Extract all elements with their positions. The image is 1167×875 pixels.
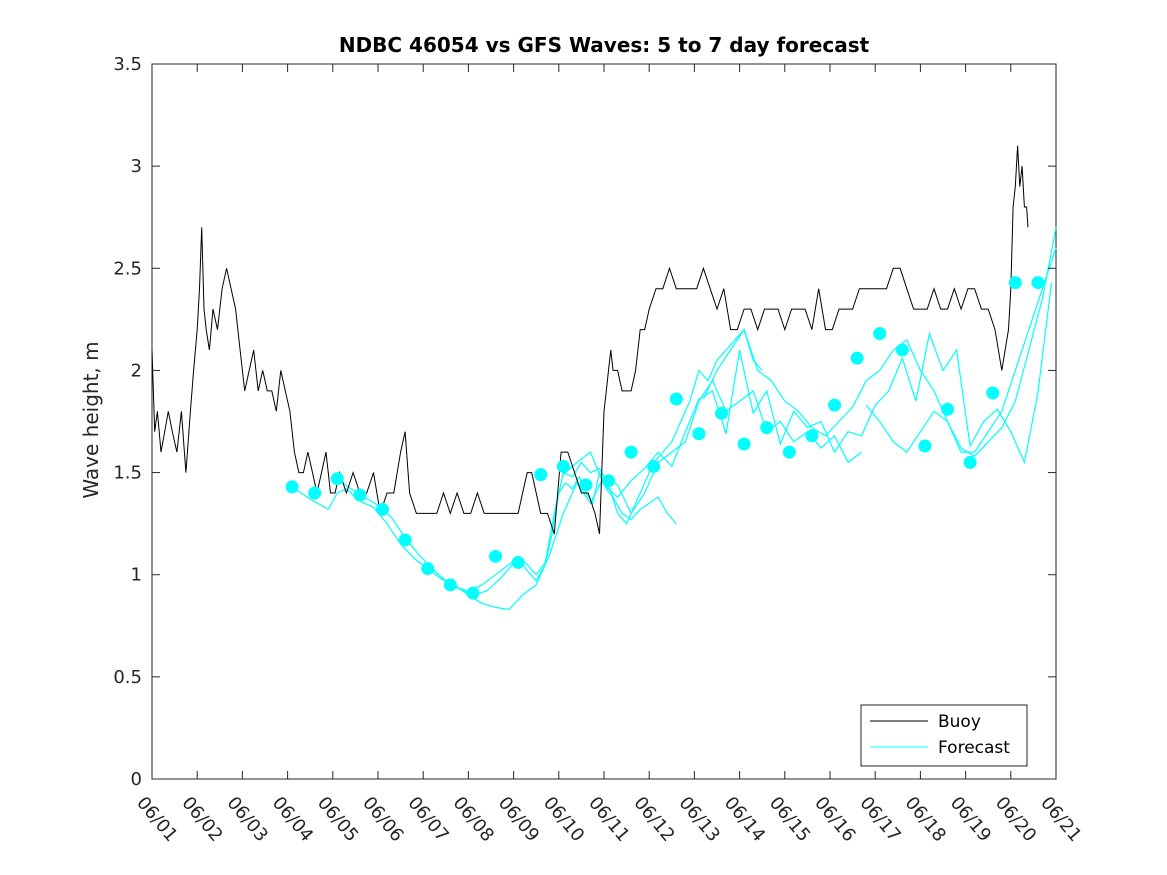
forecast-point <box>873 327 887 341</box>
forecast-point <box>398 533 412 547</box>
legend: Buoy Forecast <box>860 704 1028 767</box>
forecast-point <box>692 427 706 441</box>
forecast-point <box>647 459 661 473</box>
legend-box <box>860 704 1028 767</box>
forecast-line-1 <box>291 470 677 592</box>
buoy-line <box>151 145 1029 535</box>
forecast-point <box>1031 276 1045 290</box>
forecast-point <box>737 437 751 451</box>
forecast-line-6 <box>865 227 1057 457</box>
forecast-line-3 <box>427 379 862 611</box>
forecast-point <box>828 398 842 412</box>
legend-forecast-label: Forecast <box>938 738 1010 758</box>
forecast-point <box>918 439 932 453</box>
forecast-point <box>556 459 570 473</box>
forecast-line-5 <box>702 247 1057 453</box>
forecast-point <box>466 586 480 600</box>
forecast-point <box>511 555 525 569</box>
forecast-line-4 <box>562 282 1053 498</box>
forecast-point <box>669 392 683 406</box>
forecast-point <box>285 480 299 494</box>
forecast-point <box>782 445 796 459</box>
forecast-point <box>805 429 819 443</box>
y-tick-label: 1 <box>131 565 142 586</box>
y-axis-label: Wave height, m <box>79 341 103 498</box>
forecast-point <box>941 402 955 416</box>
y-tick-label: 2.5 <box>113 258 142 279</box>
y-tick-label: 0.5 <box>113 667 142 688</box>
series-layer <box>151 145 1057 611</box>
forecast-point <box>624 445 638 459</box>
forecast-point <box>850 351 864 365</box>
forecast-point <box>353 488 367 502</box>
forecast-point <box>1008 276 1022 290</box>
forecast-point <box>963 455 977 469</box>
forecast-point <box>421 562 435 576</box>
forecast-point <box>308 486 322 500</box>
forecast-point <box>330 472 344 486</box>
y-tick-label: 3 <box>131 156 142 177</box>
forecast-point <box>376 502 390 516</box>
y-tick-label: 2 <box>131 360 142 381</box>
forecast-point <box>715 406 729 420</box>
forecast-point <box>895 343 909 357</box>
forecast-point <box>579 478 593 492</box>
forecast-point <box>443 578 457 592</box>
chart-title: NDBC 46054 vs GFS Waves: 5 to 7 day fore… <box>339 33 870 57</box>
forecast-point <box>602 474 616 488</box>
forecast-point <box>760 421 774 435</box>
forecast-point <box>489 549 503 563</box>
y-tick-label: 0 <box>131 769 142 790</box>
forecast-point <box>534 468 548 482</box>
forecast-point <box>986 386 1000 400</box>
y-tick-label: 3.5 <box>113 54 142 75</box>
y-tick-label: 1.5 <box>113 463 142 484</box>
legend-buoy-label: Buoy <box>938 712 981 732</box>
